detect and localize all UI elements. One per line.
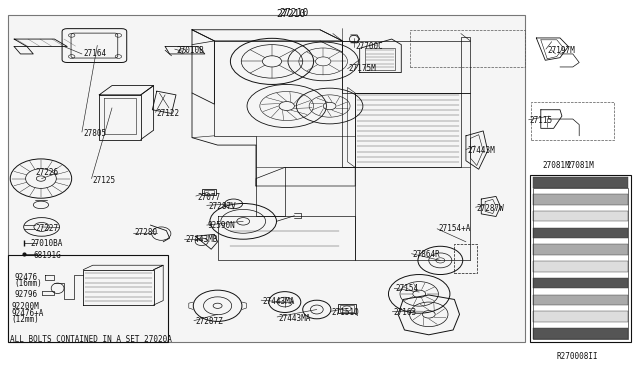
- Text: 27280: 27280: [134, 228, 157, 237]
- Text: 27163: 27163: [394, 308, 417, 317]
- Text: 27287W: 27287W: [477, 204, 504, 213]
- Text: 68191G: 68191G: [34, 251, 61, 260]
- Bar: [533, 328, 628, 339]
- Text: 27287Z: 27287Z: [195, 317, 223, 326]
- Bar: [340, 305, 354, 312]
- Text: 27081M: 27081M: [566, 161, 595, 170]
- Bar: [533, 244, 628, 255]
- Text: 92796: 92796: [14, 290, 37, 299]
- Text: 92590N: 92590N: [208, 221, 236, 230]
- Text: 27197M: 27197M: [547, 46, 575, 55]
- Bar: [533, 311, 628, 322]
- Text: 27122: 27122: [157, 109, 180, 118]
- Text: 27226: 27226: [35, 169, 58, 177]
- Text: ALL BOLTS CONTAINED IN A SET 27020A: ALL BOLTS CONTAINED IN A SET 27020A: [10, 335, 172, 344]
- Text: 27443MA: 27443MA: [278, 314, 311, 323]
- Text: 27227: 27227: [35, 224, 58, 233]
- Text: 27125: 27125: [93, 176, 116, 185]
- Bar: [8, 15, 525, 342]
- Text: (12mm): (12mm): [12, 315, 39, 324]
- Bar: [8, 255, 168, 342]
- Bar: [454, 244, 477, 273]
- Text: 27154: 27154: [396, 284, 419, 293]
- Bar: [533, 188, 628, 339]
- Bar: [533, 194, 628, 205]
- Text: 27700C: 27700C: [355, 42, 383, 51]
- Text: 27081M: 27081M: [543, 161, 570, 170]
- Bar: [530, 175, 631, 342]
- Text: 27864R: 27864R: [413, 250, 440, 259]
- Bar: [533, 278, 628, 288]
- Bar: [338, 304, 356, 313]
- Text: 27010B: 27010B: [176, 46, 204, 55]
- Text: 27115: 27115: [530, 116, 553, 125]
- Bar: [533, 228, 628, 238]
- Bar: [533, 261, 628, 272]
- Text: 92200M: 92200M: [12, 302, 39, 311]
- Bar: [533, 295, 628, 305]
- Text: 27443MB: 27443MB: [186, 235, 218, 244]
- Bar: [0, 0, 640, 11]
- Bar: [533, 177, 628, 188]
- Text: 27805: 27805: [83, 129, 106, 138]
- Bar: [533, 211, 628, 221]
- Text: 27175M: 27175M: [349, 64, 376, 73]
- Text: 92476+A: 92476+A: [12, 309, 44, 318]
- Bar: [202, 189, 216, 195]
- Text: (16mm): (16mm): [14, 279, 42, 288]
- Text: 27077: 27077: [197, 193, 220, 202]
- Text: 27154+A: 27154+A: [438, 224, 471, 233]
- Text: 27287V: 27287V: [208, 202, 236, 211]
- Text: 27010BA: 27010BA: [31, 239, 63, 248]
- Text: 27164: 27164: [83, 49, 106, 58]
- Text: R270008II: R270008II: [557, 352, 598, 361]
- Text: 27151Q: 27151Q: [332, 308, 359, 317]
- Bar: [204, 190, 214, 194]
- Text: 27443M: 27443M: [467, 146, 495, 155]
- Text: 27210: 27210: [280, 8, 309, 18]
- Bar: [410, 30, 525, 67]
- Text: 27443MA: 27443MA: [262, 297, 295, 306]
- Text: 27210: 27210: [276, 9, 306, 19]
- Text: 92476: 92476: [14, 273, 37, 282]
- Bar: [531, 102, 614, 140]
